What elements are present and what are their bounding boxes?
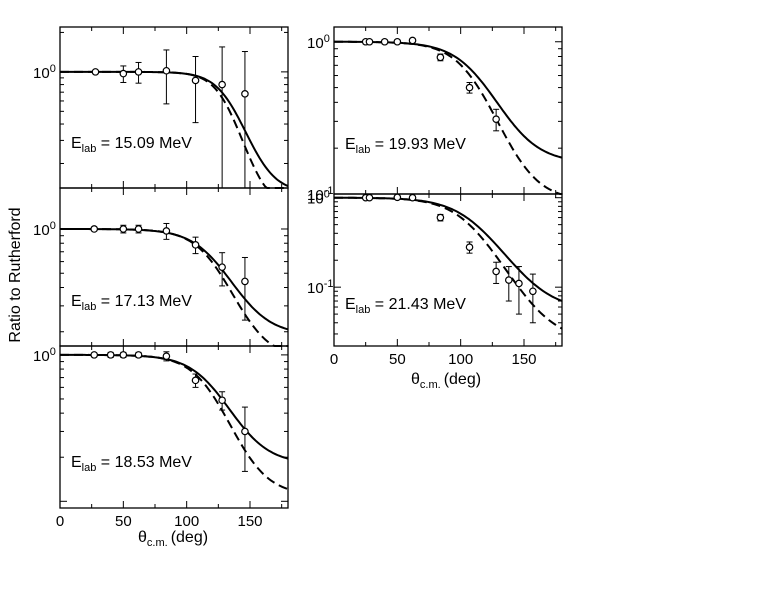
data-point xyxy=(492,267,500,276)
data-point xyxy=(436,213,445,222)
y-tick-label: 100 xyxy=(33,220,56,239)
data-point xyxy=(134,225,143,233)
x-tick-label: 50 xyxy=(115,513,132,530)
data-point xyxy=(393,37,402,46)
energy-annotation: Elab = 21.43 MeV xyxy=(345,296,466,316)
data-point xyxy=(393,193,402,202)
fit-curve-dashed xyxy=(60,353,289,490)
data-point xyxy=(241,427,249,436)
data-point xyxy=(162,352,171,360)
fit-curve-dashed xyxy=(334,196,563,330)
y-axis-label: Ratio to Rutherford xyxy=(7,207,24,342)
panel-right-top: 100 10-1 Elab = 19.93 MeV xyxy=(307,26,563,204)
data-point xyxy=(241,90,249,98)
data-point xyxy=(380,37,389,46)
panel-left-top: 100 Elab = 15.09 MeV xyxy=(33,26,289,189)
panel-left-bottom: 100 0 50 100 150 Elab = 18.53 MeV xyxy=(33,345,289,530)
fit-curve-solid xyxy=(334,196,563,302)
x-axis-label-left: θc.m. (deg) xyxy=(138,529,208,549)
data-point xyxy=(365,37,374,46)
data-point xyxy=(492,115,500,123)
fit-curve-solid xyxy=(60,353,289,460)
data-point xyxy=(90,225,99,233)
data-point xyxy=(529,287,537,296)
data-point xyxy=(91,68,100,76)
data-point xyxy=(119,69,128,78)
data-point xyxy=(408,36,417,45)
data-point xyxy=(191,241,200,249)
data-point xyxy=(162,66,171,75)
data-point xyxy=(90,351,99,359)
data-point xyxy=(191,376,200,385)
fit-curve-dashed xyxy=(60,228,288,347)
energy-annotation: Elab = 15.09 MeV xyxy=(71,135,192,155)
plot-frame xyxy=(59,187,289,347)
y-tick-label: 100 xyxy=(307,33,330,52)
x-axis-label-right: θc.m. (deg) xyxy=(411,371,481,391)
y-tick-label: 10-1 xyxy=(307,278,333,297)
data-point xyxy=(218,396,226,405)
plot-frame xyxy=(59,345,289,509)
data-point xyxy=(515,279,523,288)
data-point xyxy=(465,83,474,92)
panel-right-bottom: 100 10-1 0 50 100 150 Elab = 21.43 MeV xyxy=(307,189,563,368)
energy-annotation: Elab = 19.93 MeV xyxy=(345,136,466,156)
data-point xyxy=(134,68,143,76)
data-point xyxy=(134,351,143,359)
plot-frame xyxy=(59,26,289,189)
data-point xyxy=(162,227,171,235)
energy-annotation: Elab = 17.13 MeV xyxy=(71,293,192,313)
x-tick-label: 50 xyxy=(389,351,406,368)
plot-frame xyxy=(333,193,563,347)
energy-annotation: Elab = 18.53 MeV xyxy=(71,454,192,474)
data-point xyxy=(119,351,128,359)
data-point xyxy=(218,263,226,271)
y-tick-label: 100 xyxy=(33,63,56,82)
data-point xyxy=(365,193,374,202)
fit-curve-solid xyxy=(60,70,289,188)
fit-curve-dashed xyxy=(334,40,562,195)
x-tick-label: 0 xyxy=(56,513,64,530)
data-point xyxy=(218,80,226,89)
data-point xyxy=(191,76,200,85)
data-point xyxy=(119,225,128,233)
panel-left-middle: 100 Elab = 17.13 MeV xyxy=(33,187,289,347)
y-tick-label: 100 xyxy=(307,189,330,208)
x-tick-label: 0 xyxy=(330,351,338,368)
data-point xyxy=(436,53,445,62)
data-point xyxy=(465,243,474,251)
fit-curve-solid xyxy=(60,228,289,331)
y-tick-label: 100 xyxy=(33,346,56,365)
x-tick-label: 100 xyxy=(174,513,199,530)
data-point xyxy=(241,277,249,286)
data-point xyxy=(504,276,513,284)
x-tick-label: 150 xyxy=(511,351,536,368)
y-tick-label: 10-1 xyxy=(307,185,333,204)
x-tick-label: 100 xyxy=(448,351,473,368)
x-tick-label: 150 xyxy=(237,513,262,530)
fit-curve-dashed xyxy=(60,70,288,189)
data-point xyxy=(106,351,115,359)
data-point xyxy=(408,193,417,202)
